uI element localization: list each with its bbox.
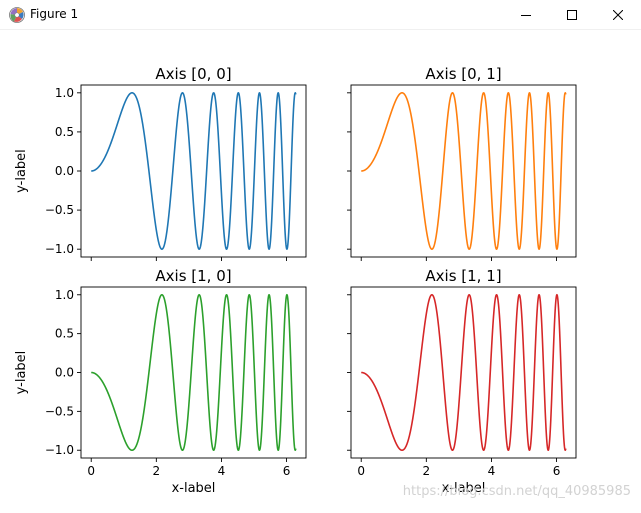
- y-axis-label: y-label: [14, 351, 29, 395]
- subplot-grid: Axis [0, 0]−1.0−0.50.00.51.0y-labelAxis …: [14, 65, 577, 496]
- window-title: Figure 1: [30, 7, 79, 21]
- y-axis-label: y-label: [14, 149, 29, 193]
- subplot-title: Axis [1, 0]: [155, 267, 231, 285]
- y-tick-label: 1.0: [55, 288, 74, 302]
- maximize-button[interactable]: [549, 0, 595, 30]
- x-tick-label: 6: [553, 464, 561, 478]
- x-tick-label: 2: [153, 464, 161, 478]
- matplotlib-logo-icon: [9, 7, 25, 23]
- axes-frame: [350, 286, 577, 459]
- subplot-1: Axis [0, 1]: [347, 65, 577, 261]
- subplot-title: Axis [0, 1]: [425, 65, 501, 83]
- y-tick-label: 0.0: [55, 164, 74, 178]
- series-line: [360, 92, 567, 250]
- y-tick-label: −0.5: [45, 404, 74, 418]
- y-tick-label: 0.5: [55, 125, 74, 139]
- series-line: [360, 293, 567, 452]
- y-tick-label: −1.0: [45, 242, 74, 256]
- subplot-title: Axis [1, 1]: [425, 267, 501, 285]
- watermark-text: https://blog.csdn.net/qq_40985985: [402, 484, 631, 499]
- axes-frame: [80, 84, 307, 258]
- close-button[interactable]: [595, 0, 641, 30]
- minimize-button[interactable]: [503, 0, 549, 30]
- maximize-icon: [567, 10, 577, 20]
- axes-frame: [80, 286, 307, 459]
- close-icon: [613, 10, 623, 20]
- y-tick-label: 0.5: [55, 327, 74, 341]
- figure-canvas: Axis [0, 0] −1.0 −0.5 0.0 0.5 1.0 y-label Axis …: [0, 30, 641, 509]
- subplot-title: Axis [0, 0]: [155, 65, 231, 83]
- minimize-icon: [521, 15, 531, 16]
- x-tick-label: 4: [218, 464, 226, 478]
- series-line: [90, 293, 297, 452]
- y-tick-label: −1.0: [45, 443, 74, 457]
- series-line: [90, 92, 297, 250]
- y-tick-label: 0.0: [55, 366, 74, 380]
- x-tick-label: 6: [283, 464, 291, 478]
- x-tick-label: 0: [357, 464, 365, 478]
- subplot-2: Axis [1, 0] 0 2 4 6 −1.0 −0.5 0.0 0.5 1.0 x-label y…: [14, 267, 307, 496]
- x-tick-label: 4: [488, 464, 496, 478]
- y-tick-label: 1.0: [55, 86, 74, 100]
- y-tick-label: −0.5: [45, 203, 74, 217]
- x-tick-label: 2: [423, 464, 431, 478]
- subplot-0: Axis [0, 0] −1.0 −0.5 0.0 0.5 1.0 y-label: [14, 65, 307, 261]
- axes-frame: [350, 84, 577, 258]
- subplot-3: Axis [1, 1] 0 2 4 6 x-label: [347, 267, 577, 496]
- x-axis-label: x-label: [442, 481, 486, 496]
- x-tick-label: 0: [87, 464, 95, 478]
- window-titlebar: Figure 1: [0, 0, 641, 30]
- x-axis-label: x-label: [172, 481, 216, 496]
